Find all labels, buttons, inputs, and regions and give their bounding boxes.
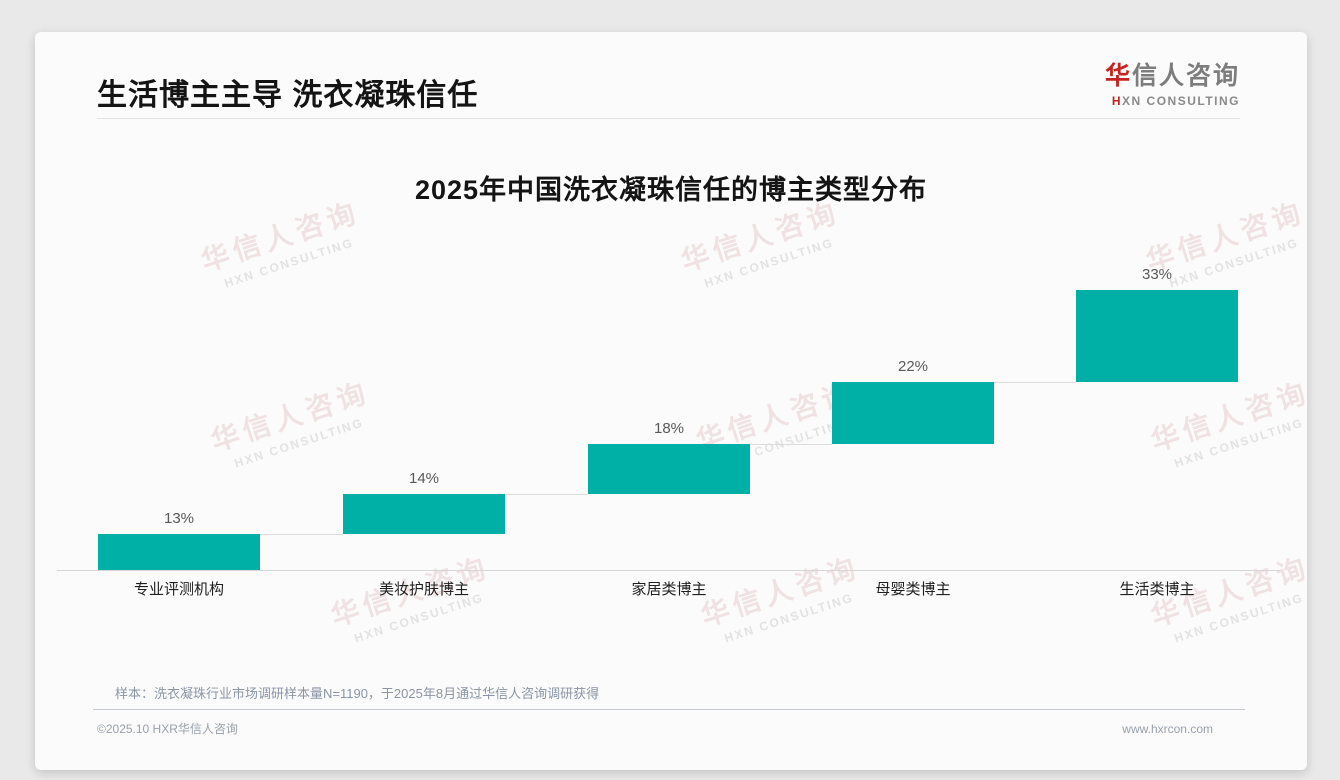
bar-2 xyxy=(343,494,505,534)
bar-value-label: 13% xyxy=(163,509,195,527)
footer-divider xyxy=(93,709,1245,710)
bar-5 xyxy=(1076,290,1238,383)
brand-logo: 华信人咨询 HXN CONSULTING xyxy=(1105,56,1240,108)
bar-value-label: 18% xyxy=(653,420,685,437)
chart-title: 2025年中国洗衣凝珠信任的博主类型分布 xyxy=(414,175,928,205)
x-axis-label: 家居类博主 xyxy=(631,581,707,598)
report-slide: 华信人咨询 HXN CONSULTING 华信人咨询 HXN CONSULTING 华信… xyxy=(35,32,1307,770)
connector-line xyxy=(750,444,832,445)
connector-line xyxy=(994,382,1076,384)
website-url: www.hxrcon.com xyxy=(1122,722,1213,736)
sample-note: 样本：洗衣凝珠行业市场调研样本量N=1190，于2025年8月通过华信人咨询调研… xyxy=(115,686,600,701)
logo-cn-accent: 华 xyxy=(1104,62,1132,90)
copyright-text: ©2025.10 HXR华信人咨询 xyxy=(97,722,238,736)
waterfall-chart: 13% 专业评测机构 14% 美妆护肤博主 18% 家居类博主 22% 母婴类博主 33% 生活类… xyxy=(35,32,1307,770)
bar-3 xyxy=(588,444,750,495)
bar-4 xyxy=(832,382,994,444)
logo-en: HXN CONSULTING xyxy=(1105,94,1240,108)
bar-value-label: 33% xyxy=(1141,266,1173,283)
logo-cn: 华信人咨询 xyxy=(1105,56,1240,92)
bar-value-label: 14% xyxy=(408,470,440,488)
bar-1 xyxy=(98,533,260,570)
connector-line xyxy=(505,494,588,496)
x-axis-label: 母婴类博主 xyxy=(875,581,951,598)
connector-line xyxy=(260,533,343,535)
x-axis-line xyxy=(57,570,1280,571)
header-divider xyxy=(97,118,1240,119)
logo-en-text: XN CONSULTING xyxy=(1122,94,1240,108)
page-title: 生活博主主导 洗衣凝珠信任 xyxy=(97,79,479,112)
bar-value-label: 22% xyxy=(897,358,929,376)
logo-cn-text: 信人咨询 xyxy=(1131,62,1240,90)
x-axis-label: 生活类博主 xyxy=(1119,581,1195,598)
x-axis-label: 美妆护肤博主 xyxy=(378,581,469,598)
x-axis-label: 专业评测机构 xyxy=(133,581,224,598)
logo-en-accent: H xyxy=(1111,94,1123,108)
